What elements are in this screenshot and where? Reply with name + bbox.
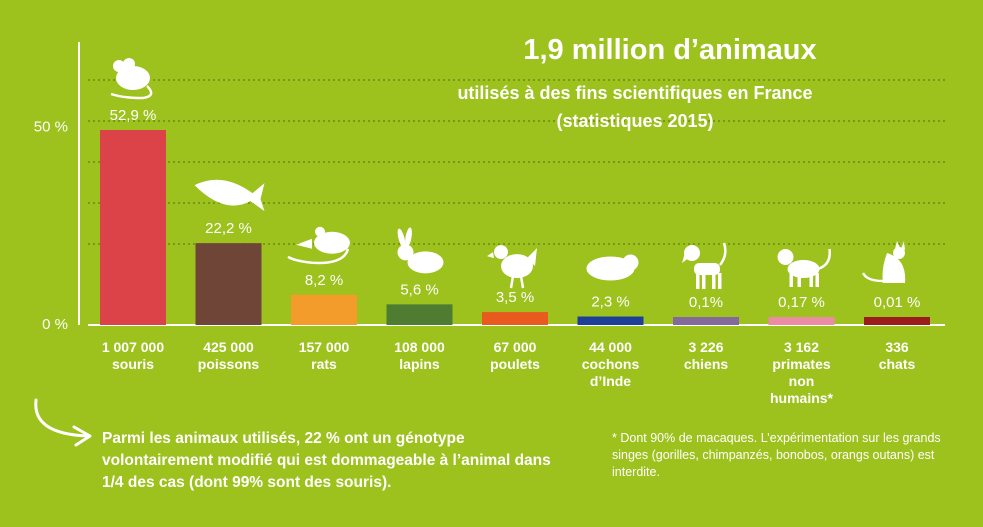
- category-count: 3 162: [784, 339, 819, 355]
- chart-subtitle: utilisés à des fins scientifiques en Fra…: [400, 79, 870, 135]
- rat-body: [314, 231, 350, 254]
- category-label: primates: [772, 356, 831, 372]
- category-label: cochons: [582, 356, 640, 372]
- y-tick-label: 50 %: [34, 119, 68, 136]
- monkey-tail: [817, 248, 831, 271]
- chicken-leg: [519, 275, 525, 289]
- value-label: 3,5 %: [496, 289, 534, 306]
- dog-ear: [682, 249, 690, 263]
- value-label: 2,3 %: [591, 294, 629, 311]
- category-count: 108 000: [394, 339, 445, 355]
- chicken-head: [494, 245, 508, 260]
- mouse-ear: [123, 58, 135, 70]
- value-label: 0,01 %: [874, 294, 921, 311]
- chicken-body: [501, 254, 533, 279]
- category-count: 44 000: [589, 339, 632, 355]
- category-label: non: [789, 373, 815, 389]
- guinea-pig-head: [622, 254, 639, 271]
- cat-tail: [861, 272, 884, 283]
- genotype-note: Parmi les animaux utilisés, 22 % ont un …: [102, 430, 551, 491]
- rat-icon: [287, 226, 350, 265]
- value-label: 5,6 %: [400, 281, 438, 298]
- category-count: 1 007 000: [102, 339, 164, 355]
- value-label: 8,2 %: [305, 272, 343, 289]
- chicken-icon: [487, 245, 537, 289]
- category-count: 425 000: [203, 339, 254, 355]
- monkey-limb: [797, 273, 801, 287]
- category-label: poulets: [490, 356, 540, 372]
- mouse-tail: [110, 85, 153, 100]
- bar-1: [100, 130, 166, 325]
- dog-leg: [696, 273, 700, 289]
- bar-5: [482, 312, 548, 325]
- dog-tail: [718, 242, 727, 266]
- rat-tail: [287, 248, 350, 265]
- mouse-body: [116, 66, 150, 90]
- category-count: 67 000: [494, 339, 537, 355]
- monkey-limb: [789, 273, 793, 287]
- dog-body: [694, 263, 720, 275]
- category-count: 336: [885, 339, 909, 355]
- chicken-leg: [509, 275, 515, 289]
- category-label: lapins: [399, 356, 440, 372]
- rat-head: [296, 238, 312, 249]
- mouse-icon: [110, 58, 153, 100]
- category-label: chiens: [684, 356, 729, 372]
- monkey-limb: [815, 273, 819, 287]
- guinea-pig-icon: [586, 254, 639, 281]
- value-label: 0,17 %: [778, 294, 825, 311]
- dog-leg: [702, 273, 706, 289]
- bar-7: [673, 317, 739, 325]
- category-label: chats: [879, 356, 916, 372]
- rabbit-head: [397, 244, 414, 261]
- bar-9: [864, 317, 930, 325]
- rat-ear: [315, 226, 325, 237]
- chicken-tail: [527, 248, 537, 267]
- dog-leg: [718, 273, 722, 289]
- value-label: 52,9 %: [110, 107, 157, 124]
- category-count: 3 226: [688, 339, 723, 355]
- category-label: rats: [311, 356, 337, 372]
- dog-leg: [712, 273, 716, 289]
- cat-icon: [861, 241, 906, 283]
- rabbit-ear: [397, 228, 406, 249]
- bar-4: [386, 304, 453, 325]
- monkey-limb: [809, 273, 813, 287]
- chicken-beak: [487, 252, 494, 259]
- y-tick-label: 0 %: [42, 316, 68, 333]
- fish-icon: [194, 179, 265, 212]
- subtitle-line-1: utilisés à des fins scientifiques en Fra…: [457, 83, 813, 103]
- rabbit-body: [407, 251, 444, 274]
- bar-6: [577, 316, 644, 325]
- category-count: 157 000: [299, 339, 350, 355]
- value-label: 22,2 %: [205, 220, 252, 237]
- mouse-ear: [113, 60, 125, 72]
- rabbit-icon: [397, 227, 444, 274]
- bar-3: [291, 294, 357, 325]
- value-label: 0,1%: [689, 294, 723, 311]
- monkey-head: [777, 249, 794, 265]
- chart-title: 1,9 million d’animaux: [523, 34, 817, 66]
- category-label: d’Inde: [590, 373, 631, 389]
- curved-arrow-icon: [34, 398, 92, 447]
- bar-2: [195, 243, 262, 325]
- dog-icon: [682, 242, 727, 289]
- cat-ear: [901, 241, 905, 250]
- cat-head: [893, 247, 905, 259]
- fish-body: [194, 179, 265, 212]
- primates-footnote: * Dont 90% de macaques. L’expérimentatio…: [612, 431, 941, 479]
- cat-body: [882, 253, 906, 283]
- rabbit-ear: [405, 227, 412, 248]
- category-label: souris: [112, 356, 154, 372]
- bar-8: [768, 317, 835, 325]
- category-label: poissons: [198, 356, 260, 372]
- cat-ear: [895, 241, 900, 249]
- subtitle-line-2: (statistiques 2015): [556, 111, 714, 131]
- monkey-icon: [777, 248, 831, 287]
- category-label: humains*: [770, 390, 834, 406]
